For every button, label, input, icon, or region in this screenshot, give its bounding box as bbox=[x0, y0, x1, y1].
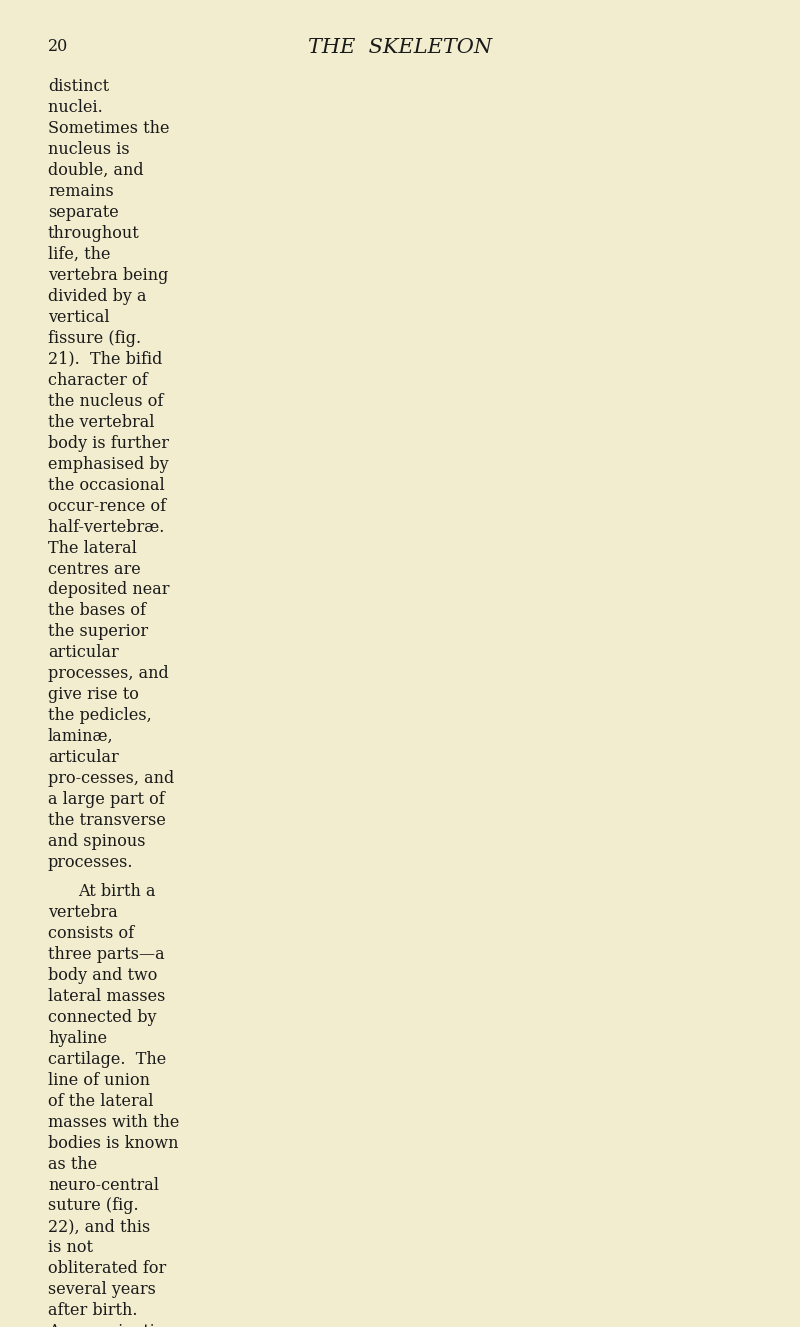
Text: deposited near: deposited near bbox=[48, 581, 170, 598]
Text: The lateral: The lateral bbox=[48, 540, 137, 556]
Text: remains: remains bbox=[48, 183, 114, 200]
Text: throughout: throughout bbox=[48, 226, 140, 242]
Text: double, and: double, and bbox=[48, 162, 144, 179]
Text: 20: 20 bbox=[48, 38, 68, 56]
Text: articular: articular bbox=[48, 750, 118, 766]
Text: distinct: distinct bbox=[48, 78, 109, 96]
Text: bodies is known: bodies is known bbox=[48, 1135, 178, 1152]
Text: give rise to: give rise to bbox=[48, 686, 139, 703]
Text: character of: character of bbox=[48, 372, 148, 389]
Text: vertebra being: vertebra being bbox=[48, 267, 168, 284]
Text: masses with the: masses with the bbox=[48, 1113, 179, 1131]
Text: cartilage.  The: cartilage. The bbox=[48, 1051, 166, 1068]
Text: 21).  The bifid: 21). The bifid bbox=[48, 350, 162, 368]
Text: after birth.: after birth. bbox=[48, 1302, 142, 1319]
Text: the nucleus of: the nucleus of bbox=[48, 393, 163, 410]
Text: vertical: vertical bbox=[48, 309, 110, 326]
Text: the bases of: the bases of bbox=[48, 602, 146, 620]
Text: consists of: consists of bbox=[48, 925, 134, 942]
Text: processes.: processes. bbox=[48, 855, 134, 871]
Text: vertebra: vertebra bbox=[48, 904, 118, 921]
Text: a large part of: a large part of bbox=[48, 791, 165, 808]
Text: neuro-central: neuro-central bbox=[48, 1177, 159, 1193]
Text: occur-rence of: occur-rence of bbox=[48, 498, 166, 515]
Text: connected by: connected by bbox=[48, 1009, 157, 1026]
Text: An examination: An examination bbox=[48, 1323, 175, 1327]
Text: 22), and this: 22), and this bbox=[48, 1218, 150, 1235]
Text: half-vertebræ.: half-vertebræ. bbox=[48, 519, 170, 536]
Text: emphasised by: emphasised by bbox=[48, 455, 169, 472]
Text: three parts—a: three parts—a bbox=[48, 946, 165, 963]
Text: the transverse: the transverse bbox=[48, 812, 166, 829]
Text: of the lateral: of the lateral bbox=[48, 1092, 154, 1109]
Text: pro-cesses, and: pro-cesses, and bbox=[48, 770, 174, 787]
Text: processes, and: processes, and bbox=[48, 665, 169, 682]
Text: separate: separate bbox=[48, 204, 118, 222]
Text: obliterated for: obliterated for bbox=[48, 1261, 166, 1278]
Text: several years: several years bbox=[48, 1282, 156, 1298]
Text: lateral masses: lateral masses bbox=[48, 987, 166, 1005]
Text: and spinous: and spinous bbox=[48, 833, 146, 851]
Text: Sometimes the: Sometimes the bbox=[48, 121, 170, 137]
Text: body is further: body is further bbox=[48, 435, 169, 451]
Text: as the: as the bbox=[48, 1156, 98, 1173]
Text: articular: articular bbox=[48, 645, 118, 661]
Text: nucleus is: nucleus is bbox=[48, 141, 130, 158]
Text: nuclei.: nuclei. bbox=[48, 100, 108, 117]
Text: hyaline: hyaline bbox=[48, 1030, 107, 1047]
Text: the pedicles,: the pedicles, bbox=[48, 707, 152, 725]
Text: the occasional: the occasional bbox=[48, 476, 165, 494]
Text: the superior: the superior bbox=[48, 624, 148, 641]
Text: centres are: centres are bbox=[48, 560, 141, 577]
Text: is not: is not bbox=[48, 1239, 93, 1257]
Text: suture (fig.: suture (fig. bbox=[48, 1197, 138, 1214]
Text: THE  SKELETON: THE SKELETON bbox=[308, 38, 492, 57]
Text: body and two: body and two bbox=[48, 967, 158, 983]
Text: At birth a: At birth a bbox=[78, 882, 156, 900]
Text: line of union: line of union bbox=[48, 1072, 150, 1088]
Text: the vertebral: the vertebral bbox=[48, 414, 154, 431]
Text: divided by a: divided by a bbox=[48, 288, 146, 305]
Text: life, the: life, the bbox=[48, 245, 110, 263]
Text: laminæ,: laminæ, bbox=[48, 729, 114, 746]
Text: fissure (fig.: fissure (fig. bbox=[48, 330, 141, 346]
